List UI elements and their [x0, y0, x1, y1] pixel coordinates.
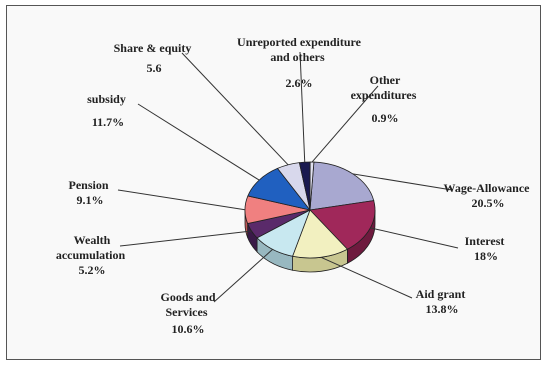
slice-label-wealth-accumulation: Wealth accumulation 5.2%: [56, 233, 128, 277]
leader-line-8: [299, 51, 306, 163]
slice-label-interest: Interest 18%: [465, 234, 508, 263]
slice-label-share-equity: Share & equity 5.6: [114, 41, 195, 75]
slice-label-wage-allowance: Wage-Allowance 20.5%: [444, 181, 533, 210]
leader-line-1: [370, 227, 459, 249]
leader-line-9: [311, 85, 379, 163]
slice-label-aid-grant: Aid grant 13.8%: [416, 287, 469, 316]
slice-label-other-expenditures: Other expenditures 0.9%: [351, 73, 420, 125]
leader-line-4: [119, 230, 252, 247]
leader-line-6: [137, 103, 260, 181]
leader-line-5: [117, 189, 246, 211]
slice-label-subsidy: subsidy 11.7%: [87, 92, 129, 129]
slice-label-unreported: Unreported expenditure and others 2.6%: [237, 35, 362, 90]
leader-lines: [117, 51, 459, 303]
slice-label-goods-services: Goods and Services 10.6%: [160, 290, 215, 336]
pie-slices: [244, 161, 376, 259]
leader-line-7: [181, 52, 289, 166]
slice-label-pension: Pension 9.1%: [68, 178, 111, 207]
pie-slice-wage-allowance: [309, 161, 375, 211]
pie-slice-aid-grant: [292, 209, 349, 259]
leader-line-0: [352, 173, 453, 191]
leader-line-3: [213, 248, 274, 303]
leader-line-2: [320, 256, 413, 299]
